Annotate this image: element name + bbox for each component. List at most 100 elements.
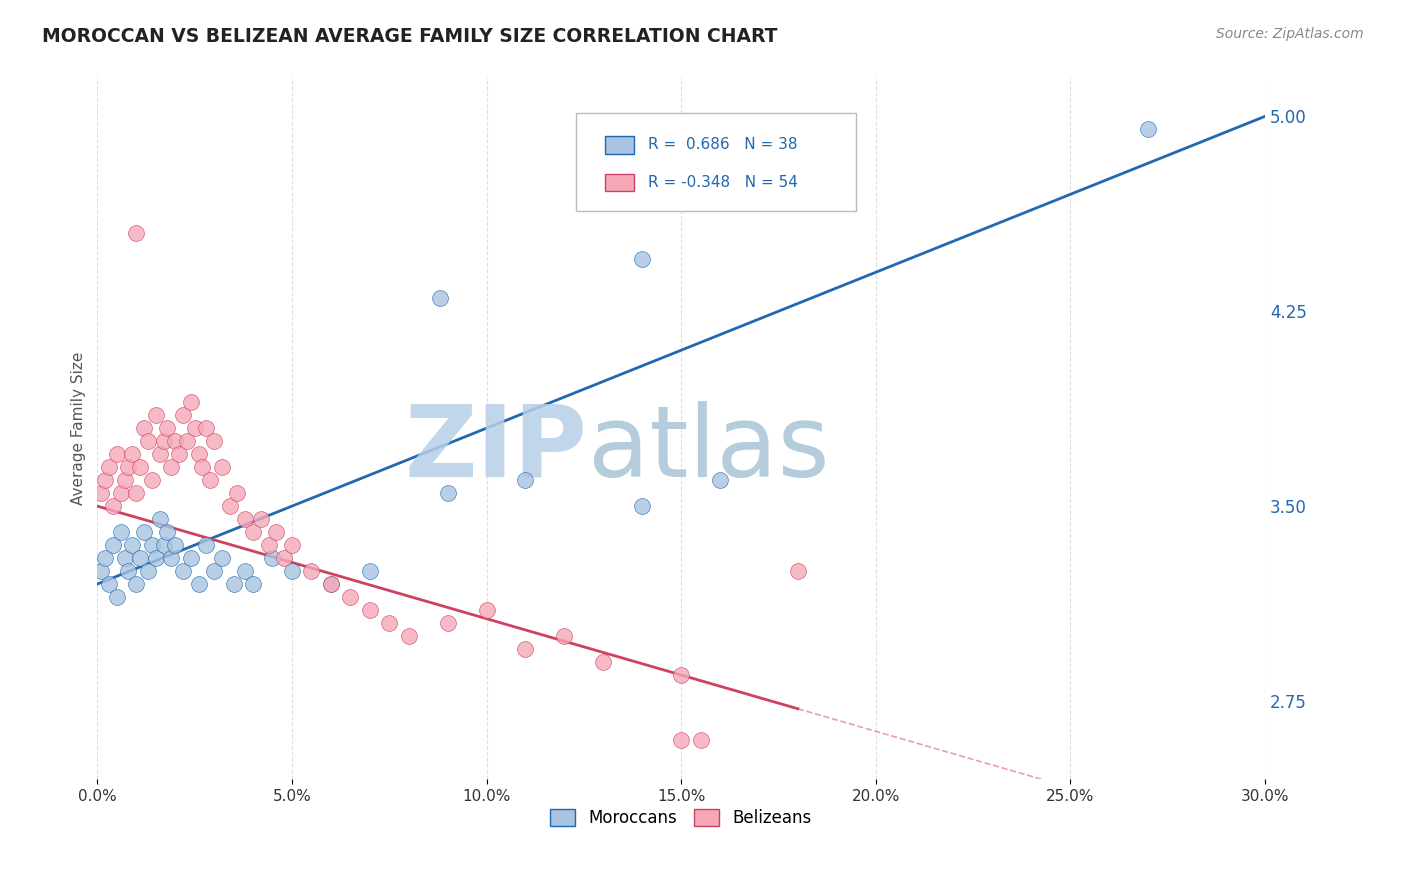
Point — [515, 642, 537, 657]
Point — [211, 551, 233, 566]
Point — [165, 538, 187, 552]
Point — [167, 447, 190, 461]
Point — [592, 655, 614, 669]
Point — [429, 291, 451, 305]
Point — [200, 473, 222, 487]
Point — [180, 551, 202, 566]
Point — [94, 551, 117, 566]
Point — [129, 460, 152, 475]
Point — [172, 564, 194, 578]
Point — [669, 733, 692, 747]
Point — [156, 525, 179, 540]
Point — [141, 538, 163, 552]
Point — [631, 252, 654, 267]
Point — [436, 615, 458, 630]
Point — [689, 733, 711, 747]
Point — [152, 538, 174, 552]
Point — [202, 434, 225, 449]
Point — [180, 395, 202, 409]
Point — [105, 590, 128, 604]
Point — [262, 551, 284, 566]
Point — [160, 460, 183, 475]
Point — [436, 486, 458, 500]
Point — [132, 525, 155, 540]
FancyBboxPatch shape — [576, 112, 856, 211]
Point — [152, 434, 174, 449]
Point — [160, 551, 183, 566]
Point — [249, 512, 271, 526]
Point — [709, 473, 731, 487]
Text: R = -0.348   N = 54: R = -0.348 N = 54 — [648, 175, 799, 190]
Point — [149, 512, 172, 526]
Point — [187, 447, 209, 461]
Point — [359, 603, 381, 617]
Legend: Moroccans, Belizeans: Moroccans, Belizeans — [544, 802, 818, 834]
Point — [145, 551, 167, 566]
Point — [786, 564, 808, 578]
Point — [266, 525, 288, 540]
Point — [281, 564, 304, 578]
Point — [475, 603, 498, 617]
Point — [195, 421, 218, 435]
Point — [132, 421, 155, 435]
Point — [125, 227, 148, 241]
Point — [202, 564, 225, 578]
Point — [90, 486, 112, 500]
Point — [195, 538, 218, 552]
Point — [183, 421, 205, 435]
Point — [273, 551, 295, 566]
FancyBboxPatch shape — [605, 136, 634, 153]
FancyBboxPatch shape — [605, 174, 634, 192]
Point — [98, 577, 121, 591]
Point — [218, 499, 240, 513]
Point — [257, 538, 280, 552]
Point — [176, 434, 198, 449]
Point — [165, 434, 187, 449]
Point — [359, 564, 381, 578]
Point — [141, 473, 163, 487]
Point — [121, 447, 143, 461]
Point — [105, 447, 128, 461]
Point — [121, 538, 143, 552]
Point — [398, 629, 420, 643]
Point — [242, 577, 264, 591]
Point — [631, 499, 654, 513]
Point — [222, 577, 245, 591]
Point — [149, 447, 172, 461]
Text: R =  0.686   N = 38: R = 0.686 N = 38 — [648, 137, 799, 153]
Point — [114, 551, 136, 566]
Point — [136, 434, 159, 449]
Point — [117, 564, 139, 578]
Point — [156, 421, 179, 435]
Point — [90, 564, 112, 578]
Point — [136, 564, 159, 578]
Point — [129, 551, 152, 566]
Point — [669, 668, 692, 682]
Point — [339, 590, 361, 604]
Point — [378, 615, 401, 630]
Point — [319, 577, 342, 591]
Point — [101, 538, 124, 552]
Point — [125, 577, 148, 591]
Point — [1137, 122, 1160, 136]
Text: Source: ZipAtlas.com: Source: ZipAtlas.com — [1216, 27, 1364, 41]
Point — [110, 525, 132, 540]
Point — [242, 525, 264, 540]
Point — [114, 473, 136, 487]
Point — [125, 486, 148, 500]
Point — [98, 460, 121, 475]
Point — [299, 564, 322, 578]
Point — [94, 473, 117, 487]
Point — [515, 473, 537, 487]
Point — [553, 629, 575, 643]
Point — [191, 460, 214, 475]
Y-axis label: Average Family Size: Average Family Size — [72, 351, 86, 505]
Point — [117, 460, 139, 475]
Point — [172, 408, 194, 422]
Point — [101, 499, 124, 513]
Text: ZIP: ZIP — [405, 401, 588, 498]
Point — [226, 486, 249, 500]
Point — [211, 460, 233, 475]
Text: MOROCCAN VS BELIZEAN AVERAGE FAMILY SIZE CORRELATION CHART: MOROCCAN VS BELIZEAN AVERAGE FAMILY SIZE… — [42, 27, 778, 45]
Point — [233, 564, 256, 578]
